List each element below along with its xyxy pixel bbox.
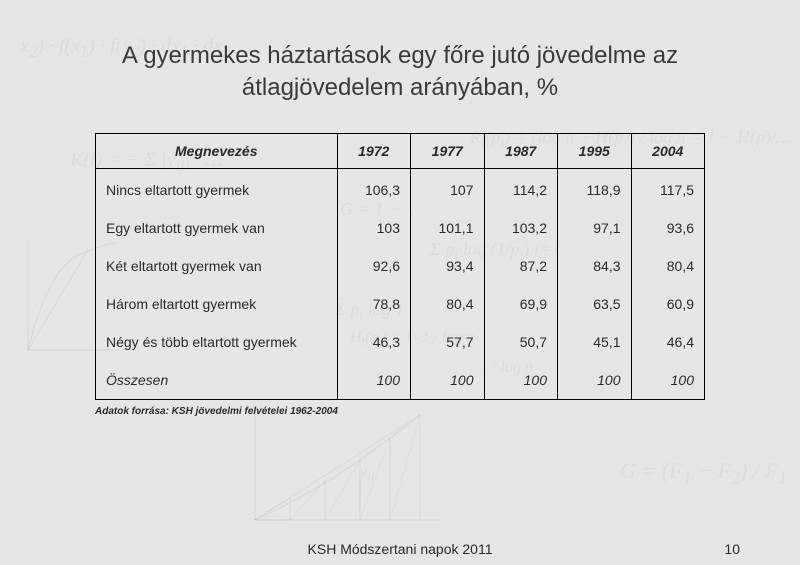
total-cell: 100 <box>484 361 558 400</box>
cell: 69,9 <box>484 285 558 323</box>
row-label: Egy eltartott gyermek van <box>96 209 338 247</box>
header-label: Megnevezés <box>96 133 338 168</box>
cell: 106,3 <box>337 168 411 209</box>
cell: 60,9 <box>631 285 705 323</box>
cell: 103 <box>337 209 411 247</box>
total-cell: 100 <box>558 361 632 400</box>
cell: 118,9 <box>558 168 632 209</box>
header-year: 1995 <box>558 133 632 168</box>
header-year: 1987 <box>484 133 558 168</box>
cell: 114,2 <box>484 168 558 209</box>
cell: 87,2 <box>484 247 558 285</box>
footer-text: KSH Módszertani napok 2011 <box>308 541 493 557</box>
cell: 97,1 <box>558 209 632 247</box>
cell: 84,3 <box>558 247 632 285</box>
slide-title: A gyermekes háztartások egy főre jutó jö… <box>60 40 740 105</box>
cell: 93,6 <box>631 209 705 247</box>
header-year: 1977 <box>411 133 485 168</box>
cell: 92,6 <box>337 247 411 285</box>
cell: 80,4 <box>631 247 705 285</box>
row-label: Nincs eltartott gyermek <box>96 168 338 209</box>
table-row: Két eltartott gyermek van 92,6 93,4 87,2… <box>96 247 705 285</box>
total-cell: 100 <box>337 361 411 400</box>
cell: 46,3 <box>337 323 411 361</box>
table-row: Három eltartott gyermek 78,8 80,4 69,9 6… <box>96 285 705 323</box>
page-number: 10 <box>724 541 740 557</box>
cell: 46,4 <box>631 323 705 361</box>
cell: 101,1 <box>411 209 485 247</box>
header-year: 2004 <box>631 133 705 168</box>
slide: A gyermekes háztartások egy főre jutó jö… <box>0 0 800 565</box>
cell: 57,7 <box>411 323 485 361</box>
table-header-row: Megnevezés 1972 1977 1987 1995 2004 <box>96 133 705 168</box>
row-label: Két eltartott gyermek van <box>96 247 338 285</box>
income-table: Megnevezés 1972 1977 1987 1995 2004 Ninc… <box>95 133 705 400</box>
table-row: Négy és több eltartott gyermek 46,3 57,7… <box>96 323 705 361</box>
row-label: Négy és több eltartott gyermek <box>96 323 338 361</box>
header-year: 1972 <box>337 133 411 168</box>
cell: 107 <box>411 168 485 209</box>
cell: 50,7 <box>484 323 558 361</box>
cell: 80,4 <box>411 285 485 323</box>
cell: 78,8 <box>337 285 411 323</box>
cell: 45,1 <box>558 323 632 361</box>
cell: 117,5 <box>631 168 705 209</box>
table-row: Egy eltartott gyermek van 103 101,1 103,… <box>96 209 705 247</box>
cell: 103,2 <box>484 209 558 247</box>
table-total-row: Összesen 100 100 100 100 100 <box>96 361 705 400</box>
cell: 93,4 <box>411 247 485 285</box>
cell: 63,5 <box>558 285 632 323</box>
total-cell: 100 <box>411 361 485 400</box>
total-label: Összesen <box>96 361 338 400</box>
data-source-note: Adatok forrása: KSH jövedelmi felvételei… <box>95 406 705 417</box>
row-label: Három eltartott gyermek <box>96 285 338 323</box>
table-row: Nincs eltartott gyermek 106,3 107 114,2 … <box>96 168 705 209</box>
total-cell: 100 <box>631 361 705 400</box>
